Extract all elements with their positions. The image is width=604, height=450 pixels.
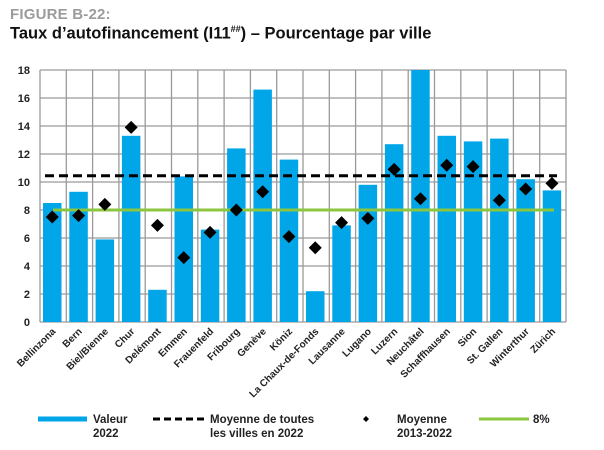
x-category-label: Bellinzona [15,326,58,369]
legend-label: 2013-2022 [397,428,452,440]
average-diamond [335,216,349,230]
bar [332,225,351,322]
bar [490,138,509,322]
bar [384,144,404,322]
y-tick-label: 14 [18,121,31,133]
bars [43,70,562,322]
legend-label: Valeur [93,414,128,426]
y-tick-label: 0 [24,317,30,329]
bar [516,179,535,322]
y-tick-label: 16 [18,93,30,105]
bar [174,176,193,322]
average-diamond [361,211,375,225]
figure-label: FIGURE B-22: [10,6,111,23]
bar [253,89,272,322]
legend-diamond-swatch [363,416,369,422]
average-diamond [492,193,506,207]
bar [306,291,325,322]
bar [148,289,167,322]
bar [43,203,62,322]
average-diamond [282,230,296,244]
average-diamond [519,182,533,196]
x-category-label: Chur [113,326,137,350]
bar [121,135,141,322]
average-diamond [440,158,454,172]
grid [39,69,567,323]
average-diamond [98,197,112,211]
x-category-label: Genève [235,326,269,360]
average-diamond [203,225,217,239]
x-category-label: Lugano [341,326,374,359]
bar [358,184,378,322]
average-diamond [45,210,59,224]
average-diamond [413,192,427,206]
bar [95,239,115,322]
x-category-label: Sion [456,326,479,349]
y-tick-label: 12 [18,149,30,161]
chart-title: Taux d’autofinancement (I11##) – Pourcen… [10,24,431,44]
legend-label: les villes en 2022 [210,428,303,440]
title-main: Taux d’autofinancement (I11 [10,24,231,43]
average-diamond [545,176,559,190]
legend-label: 8% [533,414,550,426]
y-tick-label: 18 [18,65,30,77]
reference-lines [45,174,557,212]
average-diamond [124,120,138,134]
bar [69,191,88,322]
average-diamond [229,203,243,217]
bar [200,229,220,322]
average-diamond [387,162,401,176]
average-diamond [466,160,480,174]
bar [542,190,562,322]
legend-label: 2022 [93,428,119,440]
bar [463,141,483,322]
y-tick-label: 6 [24,233,30,245]
bar [437,135,456,322]
bar [227,148,246,322]
y-tick-label: 2 [24,289,30,301]
title-superscript: ## [230,24,241,34]
legend-label: Moyenne [397,414,447,426]
average-diamond [256,185,270,199]
y-axis-ticks: 0 2 4 6 8 10 12 14 16 18 [18,65,31,329]
average-markers [45,120,559,265]
legend: Valeur 2022 Moyenne de toutes les villes en… [38,414,550,440]
y-tick-label: 10 [18,177,30,189]
x-category-label: Bern [61,326,85,350]
legend-label: Moyenne de toutes [210,414,314,426]
average-diamond [150,218,164,232]
x-category-label: Zürich [529,326,558,355]
average-diamond [72,209,86,223]
y-tick-label: 8 [24,205,30,217]
y-tick-label: 4 [24,261,31,273]
average-diamond [308,241,322,255]
average-diamond [177,251,191,265]
title-end: ) – Pourcentage par ville [240,24,432,43]
